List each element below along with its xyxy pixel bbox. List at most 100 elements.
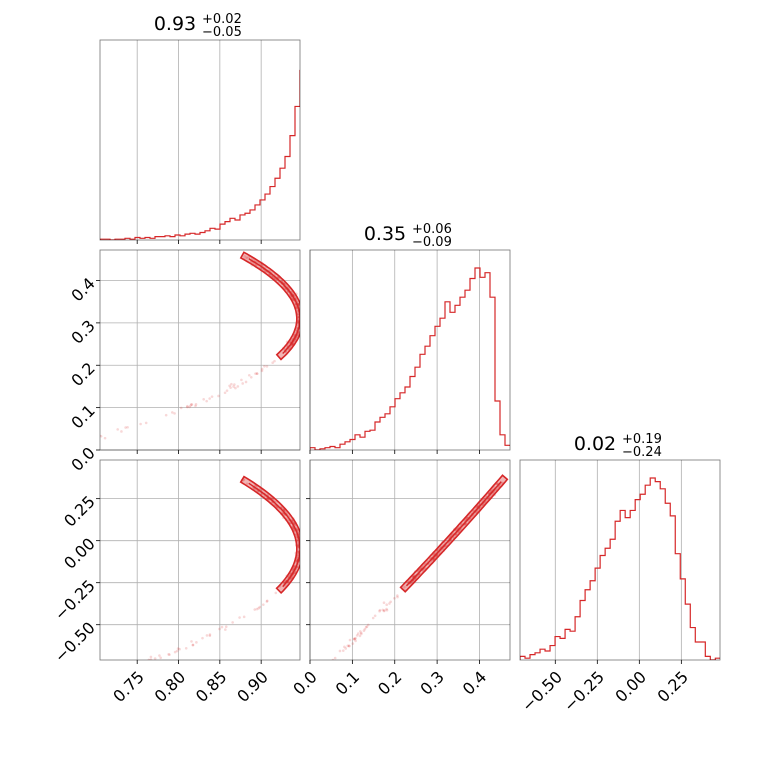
- sample-point: [353, 637, 357, 641]
- sample-point: [173, 412, 176, 415]
- sample-point: [300, 318, 303, 321]
- sample-point: [301, 323, 304, 326]
- sample-point: [344, 647, 348, 650]
- sample-point: [158, 654, 161, 657]
- density-contour: [239, 251, 300, 361]
- sample-point: [324, 667, 327, 670]
- sample-point: [189, 404, 192, 407]
- sample-point: [230, 382, 233, 386]
- sample-point: [274, 591, 278, 595]
- sample-point: [224, 628, 227, 631]
- sample-point: [301, 555, 304, 558]
- sample-point: [265, 365, 269, 368]
- sample-point: [179, 406, 183, 410]
- sample-point: [347, 644, 351, 648]
- sample-point: [341, 649, 345, 652]
- sample-point: [352, 637, 356, 641]
- sample-point: [178, 647, 181, 651]
- x-tick-label: 0.90: [233, 667, 272, 706]
- sample-point: [263, 364, 266, 368]
- x-tick-label: 0.00: [611, 667, 650, 706]
- sample-point: [190, 640, 193, 643]
- sample-point: [229, 386, 232, 389]
- x-tick-label: −0.25: [560, 667, 608, 715]
- sample-point: [255, 372, 259, 375]
- sample-point: [356, 632, 360, 635]
- x-tick-label: 0.80: [151, 667, 190, 706]
- sample-point: [333, 656, 337, 660]
- sample-point: [205, 399, 208, 403]
- x-tick-label: 0.4: [459, 667, 490, 698]
- sample-point: [301, 328, 304, 331]
- sample-point: [260, 367, 264, 371]
- y-tick-label: 0.0: [67, 443, 98, 474]
- sample-point: [201, 636, 204, 640]
- sample-point: [245, 256, 249, 260]
- sample-point: [167, 653, 170, 656]
- sample-point: [149, 655, 153, 659]
- sample-point: [265, 600, 269, 603]
- sample-point: [382, 609, 386, 613]
- sample-point: [247, 255, 251, 259]
- sample-point: [301, 545, 304, 548]
- hist-panel-1: 0.35 +0.06−0.09: [309, 222, 511, 454]
- histogram-step: [310, 267, 510, 450]
- sample-point: [383, 609, 386, 612]
- sample-point: [188, 405, 191, 409]
- y-tick-label: 0.2: [67, 359, 98, 390]
- sample-point: [133, 663, 136, 666]
- param-lower-error: −0.09: [412, 235, 452, 250]
- sample-point: [301, 549, 304, 552]
- sample-point: [143, 662, 146, 665]
- sample-point: [240, 378, 243, 382]
- sample-point: [296, 543, 300, 547]
- x-tick-label: 0.25: [653, 667, 692, 706]
- density-contour-inner: [405, 481, 502, 587]
- sample-point: [378, 609, 381, 613]
- sample-point: [233, 383, 236, 386]
- sample-point: [348, 644, 351, 648]
- sample-point: [265, 599, 269, 603]
- sample-point: [393, 596, 396, 600]
- x-tick-label: 0.2: [374, 667, 405, 698]
- sample-point: [247, 373, 251, 377]
- sample-point: [205, 634, 209, 637]
- hist-panel-2: 0.02 +0.19−0.24: [519, 432, 721, 664]
- sample-point: [138, 663, 141, 666]
- sample-point: [296, 550, 300, 554]
- sample-point: [126, 425, 129, 429]
- scatter-layer: [100, 251, 304, 440]
- sample-point: [300, 552, 303, 555]
- sample-point: [385, 607, 388, 611]
- sample-point: [371, 616, 375, 620]
- sample-point: [359, 632, 363, 636]
- sample-point: [330, 664, 333, 667]
- sample-point: [300, 549, 303, 552]
- param-median-title: 0.02: [574, 433, 616, 455]
- sample-point: [184, 647, 188, 650]
- sample-point: [396, 594, 399, 597]
- sample-point: [208, 634, 212, 638]
- sample-point: [208, 633, 212, 636]
- sample-point: [255, 372, 259, 376]
- sample-point: [116, 428, 120, 431]
- sample-point: [364, 625, 368, 629]
- sample-point: [366, 623, 370, 627]
- sample-point: [245, 482, 249, 486]
- param-upper-error: +0.06: [412, 222, 452, 237]
- sample-point: [363, 627, 367, 631]
- sample-point: [243, 255, 246, 258]
- sample-point: [348, 638, 352, 642]
- sample-point: [194, 404, 197, 408]
- x-tick-label: 0.85: [192, 667, 231, 706]
- sample-point: [353, 637, 356, 641]
- sample-point: [325, 663, 328, 666]
- density-contour-inner: [248, 258, 300, 354]
- sample-point: [396, 595, 399, 599]
- sample-point: [262, 603, 265, 606]
- sample-point: [144, 421, 148, 425]
- scatter-layer: [324, 474, 509, 670]
- sample-point: [100, 434, 103, 438]
- sample-point: [358, 634, 362, 638]
- param-upper-error: +0.19: [622, 432, 662, 447]
